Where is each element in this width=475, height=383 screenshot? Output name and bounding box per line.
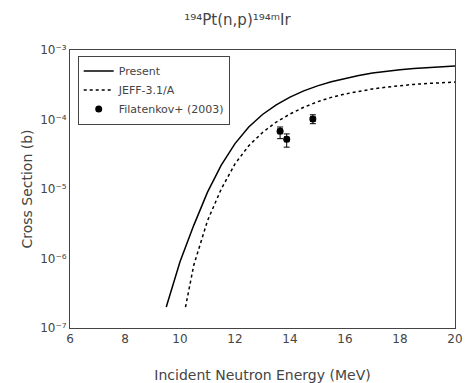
svg-text:8: 8 (121, 332, 129, 346)
svg-text:6: 6 (66, 332, 74, 346)
svg-text:10⁻⁴: 10⁻⁴ (40, 113, 67, 127)
svg-text:10⁻⁵: 10⁻⁵ (40, 182, 67, 196)
svg-text:Cross Section (b): Cross Section (b) (19, 129, 35, 248)
svg-text:Present: Present (119, 65, 161, 78)
svg-text:14: 14 (282, 332, 297, 346)
svg-text:18: 18 (392, 332, 407, 346)
svg-text:Incident Neutron Energy (MeV): Incident Neutron Energy (MeV) (154, 367, 370, 383)
svg-text:JEFF-3.1/A: JEFF-3.1/A (118, 84, 175, 97)
svg-text:12: 12 (227, 332, 242, 346)
svg-text:10⁻³: 10⁻³ (40, 43, 67, 57)
svg-text:¹⁹⁴Pt(n,p)¹⁹⁴ᵐIr: ¹⁹⁴Pt(n,p)¹⁹⁴ᵐIr (184, 11, 291, 29)
svg-text:16: 16 (337, 332, 352, 346)
svg-text:10: 10 (172, 332, 187, 346)
svg-text:10⁻⁷: 10⁻⁷ (40, 321, 67, 335)
svg-text:Filatenkov+ (2003): Filatenkov+ (2003) (119, 103, 224, 116)
svg-text:10⁻⁶: 10⁻⁶ (40, 252, 67, 266)
svg-text:20: 20 (447, 332, 462, 346)
